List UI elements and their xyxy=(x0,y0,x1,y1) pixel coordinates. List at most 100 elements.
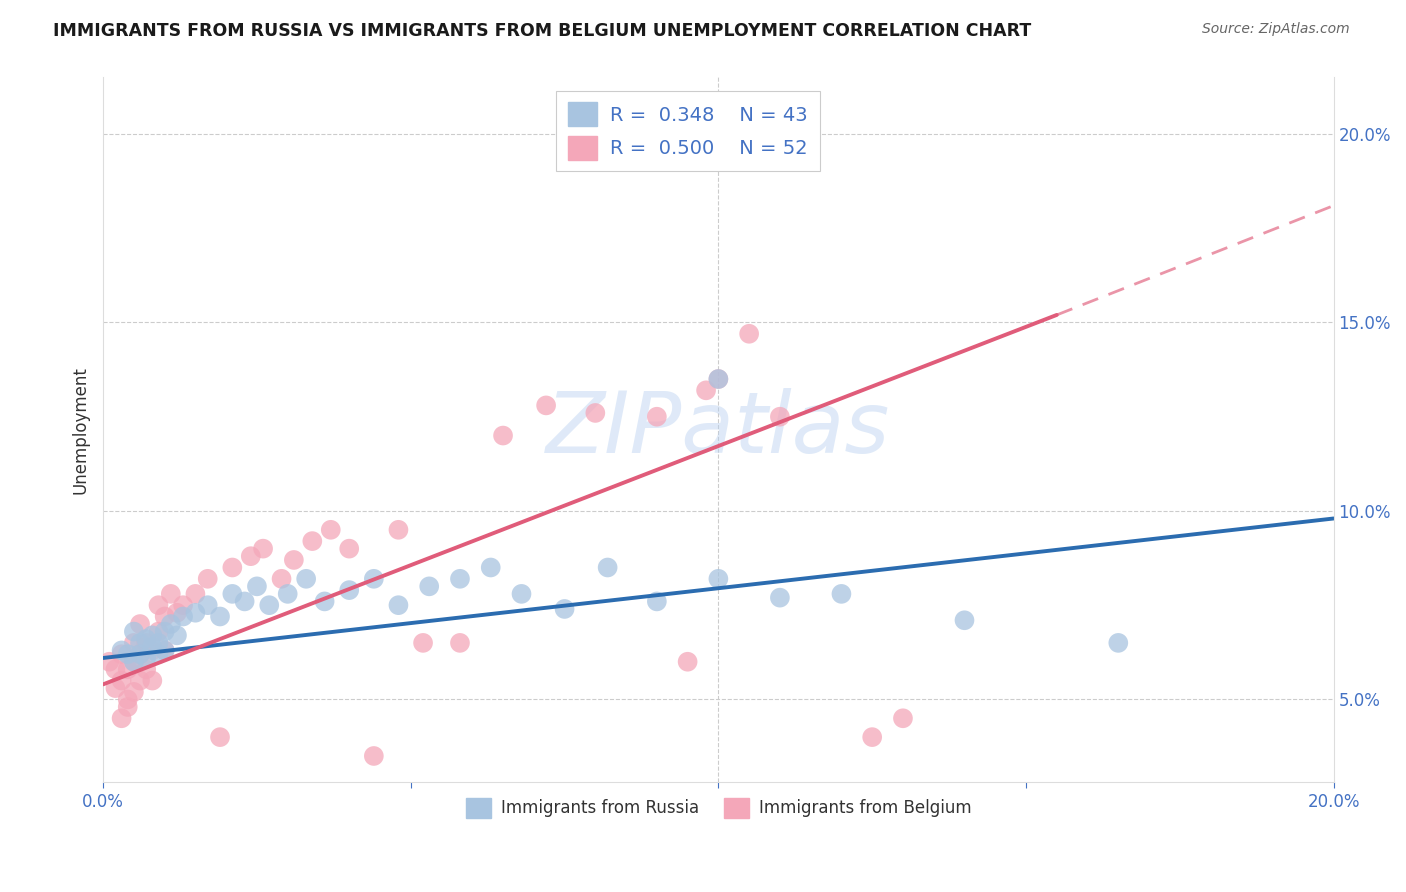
Point xyxy=(148,624,170,639)
Point xyxy=(645,594,668,608)
Point xyxy=(510,587,533,601)
Point xyxy=(583,406,606,420)
Point xyxy=(363,749,385,764)
Point xyxy=(319,523,342,537)
Point xyxy=(337,583,360,598)
Text: ZIPatlas: ZIPatlas xyxy=(547,388,890,471)
Point xyxy=(159,587,181,601)
Point xyxy=(277,587,299,601)
Point xyxy=(769,591,792,605)
Text: Source: ZipAtlas.com: Source: ZipAtlas.com xyxy=(1202,22,1350,37)
Point xyxy=(208,609,231,624)
Point xyxy=(166,606,188,620)
Point xyxy=(110,673,132,688)
Point xyxy=(412,636,434,650)
Point xyxy=(283,553,305,567)
Point xyxy=(153,609,176,624)
Point xyxy=(252,541,274,556)
Point xyxy=(117,692,139,706)
Point xyxy=(110,643,132,657)
Point xyxy=(122,624,145,639)
Point xyxy=(135,636,157,650)
Point xyxy=(221,587,243,601)
Point xyxy=(707,372,730,386)
Point xyxy=(596,560,619,574)
Point xyxy=(418,579,440,593)
Point xyxy=(122,636,145,650)
Point xyxy=(860,730,883,744)
Point xyxy=(233,594,256,608)
Point xyxy=(141,643,163,657)
Point xyxy=(172,598,194,612)
Point xyxy=(110,711,132,725)
Point xyxy=(270,572,292,586)
Point xyxy=(449,636,471,650)
Point xyxy=(122,655,145,669)
Point xyxy=(104,662,127,676)
Point xyxy=(676,655,699,669)
Point xyxy=(738,326,761,341)
Point xyxy=(208,730,231,744)
Point xyxy=(172,609,194,624)
Point xyxy=(141,673,163,688)
Point xyxy=(122,655,145,669)
Point xyxy=(153,624,176,639)
Point xyxy=(246,579,269,593)
Point xyxy=(104,681,127,695)
Point xyxy=(166,628,188,642)
Point xyxy=(184,587,207,601)
Point xyxy=(129,647,152,661)
Point xyxy=(135,662,157,676)
Point xyxy=(492,428,515,442)
Point xyxy=(122,685,145,699)
Point xyxy=(135,651,157,665)
Point xyxy=(387,598,409,612)
Point xyxy=(707,572,730,586)
Point xyxy=(1107,636,1129,650)
Point xyxy=(363,572,385,586)
Point xyxy=(197,598,219,612)
Point xyxy=(197,572,219,586)
Point xyxy=(449,572,471,586)
Point xyxy=(301,534,323,549)
Point xyxy=(554,602,576,616)
Point xyxy=(534,398,557,412)
Legend: Immigrants from Russia, Immigrants from Belgium: Immigrants from Russia, Immigrants from … xyxy=(458,791,979,825)
Point xyxy=(695,384,717,398)
Point xyxy=(141,640,163,654)
Point xyxy=(135,632,157,646)
Point xyxy=(117,662,139,676)
Text: IMMIGRANTS FROM RUSSIA VS IMMIGRANTS FROM BELGIUM UNEMPLOYMENT CORRELATION CHART: IMMIGRANTS FROM RUSSIA VS IMMIGRANTS FRO… xyxy=(53,22,1032,40)
Point xyxy=(129,636,152,650)
Point xyxy=(479,560,502,574)
Point xyxy=(129,617,152,632)
Point xyxy=(117,647,139,661)
Point xyxy=(769,409,792,424)
Point xyxy=(141,628,163,642)
Point xyxy=(387,523,409,537)
Point xyxy=(129,673,152,688)
Point xyxy=(645,409,668,424)
Point xyxy=(153,643,176,657)
Point xyxy=(257,598,280,612)
Y-axis label: Unemployment: Unemployment xyxy=(72,366,89,494)
Point xyxy=(110,647,132,661)
Point xyxy=(953,613,976,627)
Point xyxy=(148,647,170,661)
Point xyxy=(159,617,181,632)
Point xyxy=(295,572,318,586)
Point xyxy=(239,549,262,564)
Point xyxy=(148,636,170,650)
Point xyxy=(117,700,139,714)
Point xyxy=(891,711,914,725)
Point xyxy=(830,587,852,601)
Point xyxy=(707,372,730,386)
Point xyxy=(337,541,360,556)
Point xyxy=(314,594,336,608)
Point xyxy=(184,606,207,620)
Point xyxy=(98,655,121,669)
Point xyxy=(153,643,176,657)
Point xyxy=(148,598,170,612)
Point xyxy=(129,647,152,661)
Point xyxy=(221,560,243,574)
